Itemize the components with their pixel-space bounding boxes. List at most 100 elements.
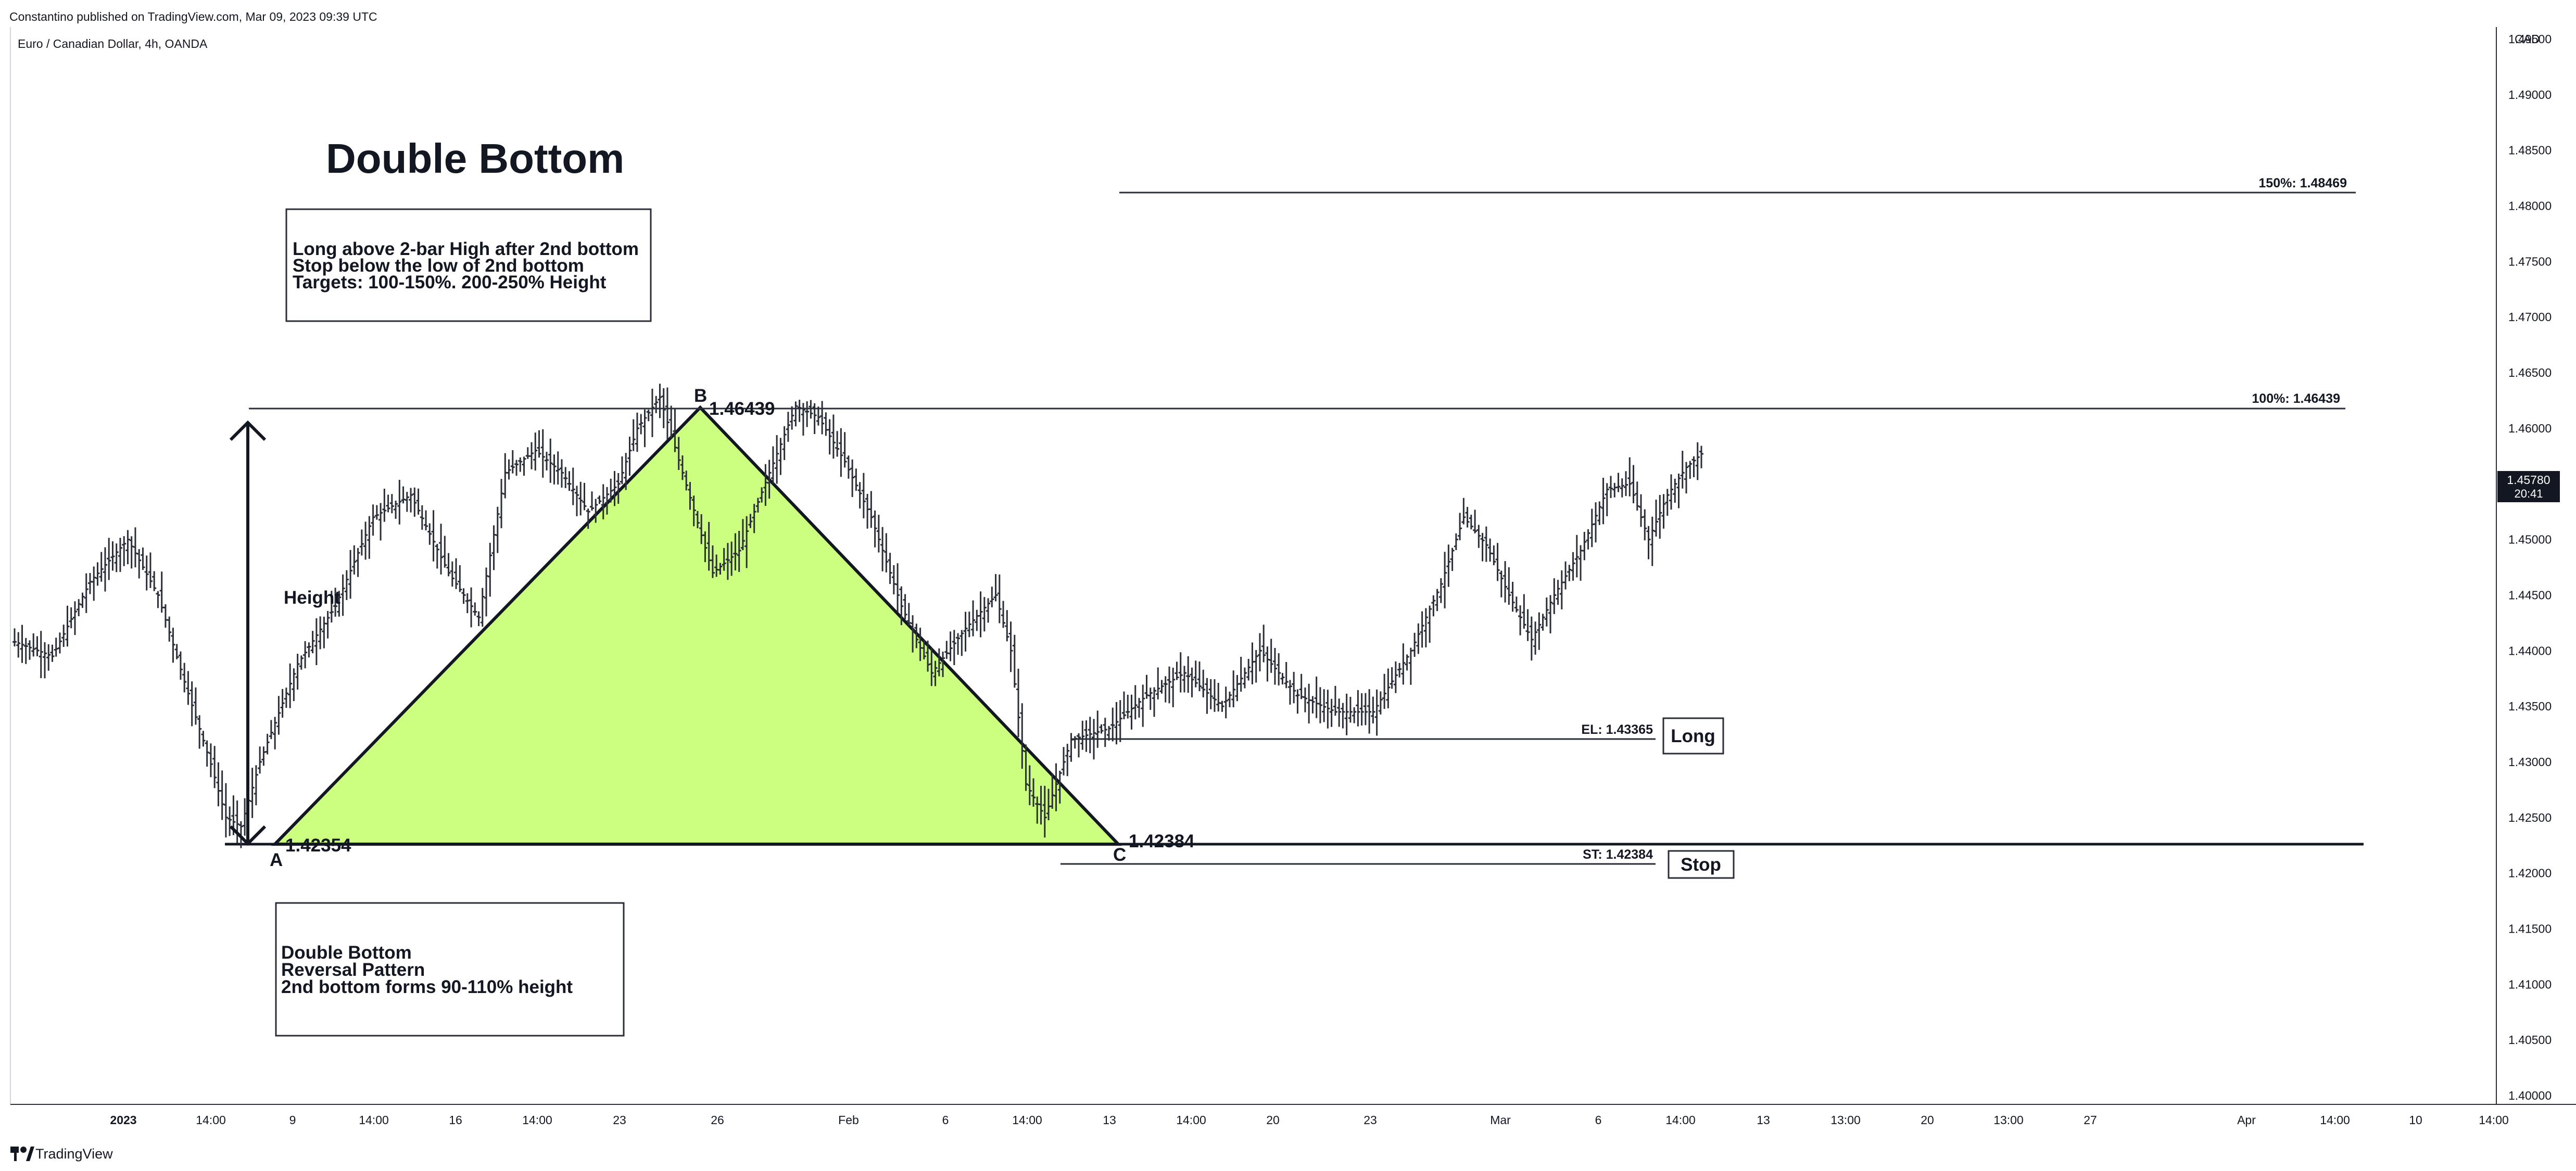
ohlc-bar (292, 668, 296, 702)
time-tick-label: 16 (449, 1113, 462, 1127)
ohlc-bar (420, 505, 424, 530)
ohlc-bar (412, 487, 417, 517)
ohlc-bar (167, 616, 172, 642)
point-c-price: 1.42384 (1129, 831, 1195, 851)
ohlc-bar (1122, 691, 1127, 719)
ohlc-bar (386, 494, 390, 513)
ohlc-bar (827, 419, 832, 455)
point-b-label: B (694, 386, 707, 406)
ohlc-bar (1680, 451, 1685, 489)
ohlc-bar (899, 586, 904, 626)
price-tick-label: 1.47000 (2508, 310, 2552, 324)
ohlc-bar (1650, 516, 1655, 566)
ohlc-bar (303, 641, 308, 669)
ohlc-bar (1597, 501, 1602, 525)
price-tick-label: 1.42500 (2508, 811, 2552, 824)
ohlc-bar (1284, 661, 1289, 689)
ohlc-bar (16, 632, 21, 658)
ohlc-bar (148, 552, 153, 588)
ohlc-bar (374, 505, 379, 520)
ohlc-bar (639, 414, 643, 435)
ohlc-bar (159, 571, 164, 613)
ohlc-bar (1646, 526, 1651, 559)
ohlc-bar (12, 628, 17, 647)
ohlc-bar (1216, 683, 1221, 712)
ohlc-bar (548, 438, 553, 483)
ohlc-bar (552, 454, 557, 485)
ohlc-bar (533, 432, 538, 471)
ohlc-bar (397, 480, 402, 525)
ohlc-bar (333, 588, 338, 617)
ohlc-bar (144, 555, 149, 591)
ohlc-bar (1205, 678, 1209, 714)
ohlc-bar (1393, 661, 1398, 693)
stop-tag: Stop (1681, 855, 1721, 875)
time-tick-label: 14:00 (196, 1113, 226, 1127)
time-axis[interactable]: 2023 14:00 9 14:00 16 14:00 23 26 Feb 6 14:00 13 14:… (110, 1113, 2508, 1127)
candles (12, 384, 1703, 848)
last-price-value: 1.45780 (2507, 473, 2550, 487)
ohlc-bar (1235, 675, 1240, 702)
ohlc-bar (243, 798, 247, 836)
ohlc-bar (880, 527, 885, 571)
ohlc-bar (1272, 647, 1277, 685)
ohlc-bar (703, 531, 708, 563)
ohlc-bar (609, 478, 613, 503)
ohlc-bar (1201, 669, 1206, 697)
ohlc-bar (982, 597, 987, 632)
ohlc-bar (1492, 545, 1496, 566)
ohlc-bar (1246, 658, 1251, 681)
point-a-price: 1.42354 (285, 835, 351, 856)
ohlc-bar (1428, 605, 1432, 643)
ohlc-bar (476, 611, 481, 627)
ohlc-bar (654, 396, 659, 413)
ohlc-bar (125, 530, 130, 565)
pattern-title: Double Bottom (326, 135, 624, 182)
ohlc-bar (850, 459, 855, 497)
ohlc-bar (612, 470, 617, 506)
ohlc-bar (1065, 744, 1070, 777)
ohlc-bar (1329, 698, 1334, 727)
ohlc-bar (1567, 565, 1572, 581)
ohlc-bar (1669, 474, 1674, 510)
ohlc-bar (1476, 525, 1481, 548)
ohlc-bar (1499, 570, 1504, 597)
ohlc-bar (1423, 608, 1428, 647)
ohlc-bar (443, 536, 447, 568)
ohlc-bar (1420, 611, 1424, 648)
ohlc-bar (1676, 473, 1681, 508)
ohlc-bar (1080, 720, 1085, 750)
ohlc-bar (812, 403, 817, 435)
ohlc-bar (1574, 534, 1579, 578)
ohlc-bar (92, 566, 96, 601)
ohlc-bar (1408, 647, 1413, 685)
ohlc-bar (1382, 673, 1387, 709)
ohlc-bar (778, 438, 783, 475)
time-tick-label: 14:00 (359, 1113, 389, 1127)
ohlc-bar (394, 500, 398, 519)
ohlc-bar (1031, 778, 1036, 807)
ohlc-bar (1533, 621, 1538, 655)
ohlc-bar (937, 648, 941, 677)
ohlc-bar (748, 514, 753, 528)
ohlc-bar (1378, 691, 1383, 715)
ohlc-bar (737, 531, 741, 572)
ohlc-bar (1314, 677, 1319, 718)
ohlc-bar (1371, 696, 1375, 723)
ohlc-bar (869, 491, 874, 528)
ohlc-bar (1088, 717, 1092, 754)
price-axis[interactable]: 1.49500 1.49000 1.48500 1.48000 1.47500 1.470… (2508, 32, 2552, 1102)
ohlc-bar (1227, 691, 1232, 707)
last-price-tag (2497, 471, 2560, 502)
ohlc-bar (1552, 578, 1557, 614)
ohlc-bar (27, 640, 32, 660)
ohlc-bar (1239, 657, 1243, 692)
ohlc-bar (560, 459, 564, 488)
time-tick-label: 20 (1921, 1113, 1934, 1127)
ohlc-bar (661, 388, 666, 428)
height-label: Height (284, 588, 340, 608)
ohlc-bar (1673, 478, 1677, 503)
ohlc-bar (642, 409, 647, 448)
ohlc-bar (322, 616, 326, 648)
